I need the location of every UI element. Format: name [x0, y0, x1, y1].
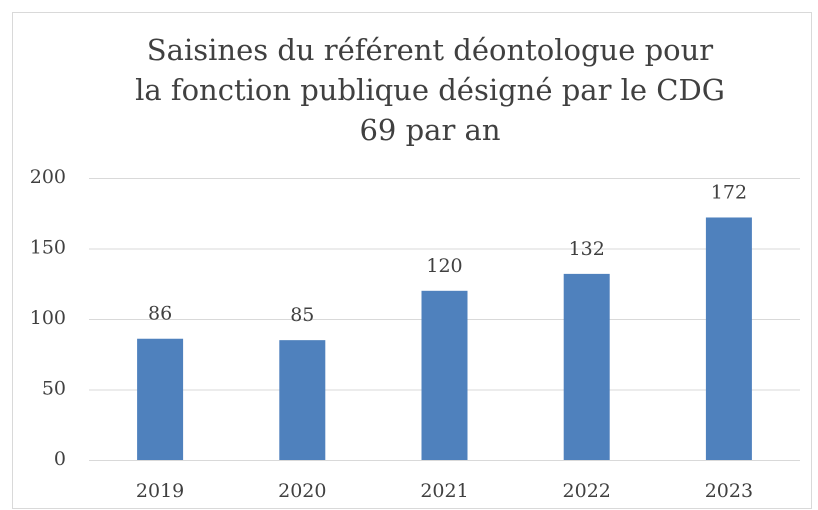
bar	[279, 340, 326, 460]
x-tick-label: 2019	[136, 480, 184, 502]
data-label: 86	[148, 303, 172, 325]
chart-title: Saisines du référent déontologue pour la…	[135, 33, 725, 147]
x-tick-label: 2020	[278, 480, 326, 502]
x-tick-label: 2021	[420, 480, 468, 502]
data-label: 172	[711, 181, 747, 203]
bar	[137, 338, 184, 460]
x-tick-label: 2022	[563, 480, 611, 502]
y-tick-label: 50	[42, 378, 66, 400]
data-label: 132	[569, 238, 605, 260]
bar	[563, 273, 610, 460]
x-tick-label: 2023	[705, 480, 753, 502]
data-label: 120	[426, 255, 462, 277]
y-tick-label: 100	[30, 307, 66, 329]
data-label: 85	[290, 304, 314, 326]
y-tick-label: 200	[30, 166, 66, 188]
y-tick-label: 0	[54, 448, 66, 470]
bar	[421, 290, 468, 460]
bar	[705, 217, 752, 460]
y-tick-label: 150	[30, 237, 66, 259]
chart-frame	[12, 12, 812, 509]
